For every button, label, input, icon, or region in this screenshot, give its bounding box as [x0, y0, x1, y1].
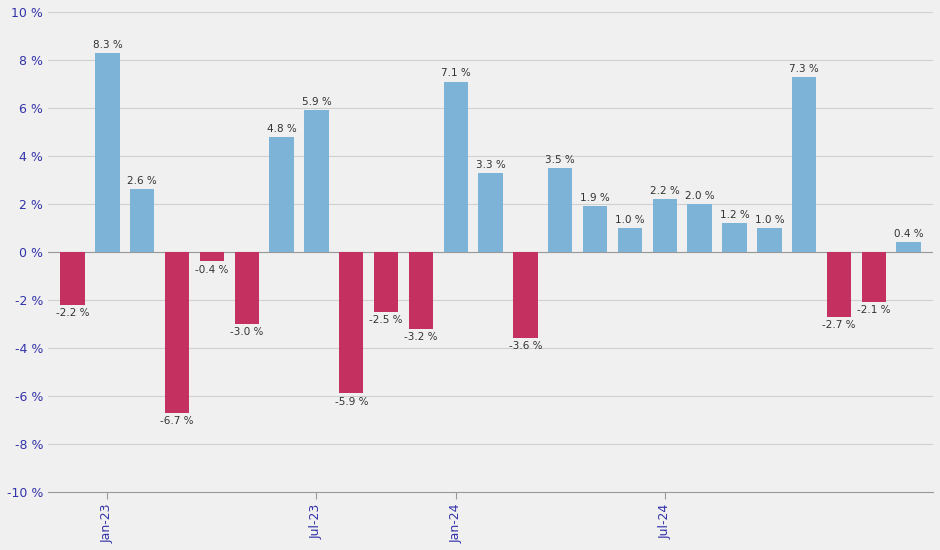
Text: 8.3 %: 8.3 % — [92, 40, 122, 49]
Text: -2.1 %: -2.1 % — [857, 305, 890, 315]
Text: 3.5 %: 3.5 % — [545, 155, 575, 165]
Bar — [164, 252, 189, 412]
Bar — [305, 111, 329, 252]
Text: -6.7 %: -6.7 % — [161, 416, 194, 426]
Bar — [862, 252, 886, 302]
Text: -0.4 %: -0.4 % — [196, 265, 228, 274]
Text: 4.8 %: 4.8 % — [267, 124, 296, 134]
Bar — [235, 252, 258, 324]
Bar — [757, 228, 781, 252]
Bar — [130, 189, 154, 252]
Bar — [374, 252, 399, 312]
Text: -2.2 %: -2.2 % — [55, 308, 89, 318]
Text: 1.0 %: 1.0 % — [755, 214, 784, 225]
Bar — [339, 252, 364, 393]
Bar — [513, 252, 538, 338]
Bar — [199, 252, 224, 261]
Bar — [687, 204, 712, 252]
Bar — [722, 223, 746, 252]
Bar — [478, 173, 503, 252]
Bar — [548, 168, 572, 252]
Text: -2.5 %: -2.5 % — [369, 315, 403, 325]
Text: 1.9 %: 1.9 % — [580, 193, 610, 203]
Bar — [827, 252, 852, 317]
Text: 2.2 %: 2.2 % — [650, 186, 680, 196]
Bar — [60, 252, 85, 305]
Text: -3.2 %: -3.2 % — [404, 332, 438, 342]
Bar — [444, 81, 468, 252]
Bar — [652, 199, 677, 252]
Text: -5.9 %: -5.9 % — [335, 397, 368, 406]
Bar — [792, 76, 816, 252]
Text: 7.1 %: 7.1 % — [441, 68, 471, 79]
Text: 1.0 %: 1.0 % — [615, 214, 645, 225]
Text: 3.3 %: 3.3 % — [476, 160, 506, 169]
Bar — [897, 242, 921, 252]
Bar — [270, 137, 294, 252]
Text: 0.4 %: 0.4 % — [894, 229, 923, 239]
Bar — [95, 53, 119, 252]
Text: 5.9 %: 5.9 % — [302, 97, 331, 107]
Bar — [618, 228, 642, 252]
Text: 7.3 %: 7.3 % — [790, 64, 819, 74]
Text: -3.0 %: -3.0 % — [230, 327, 263, 337]
Bar — [583, 206, 607, 252]
Bar — [409, 252, 433, 328]
Text: -3.6 %: -3.6 % — [509, 342, 542, 351]
Text: 2.6 %: 2.6 % — [127, 177, 157, 186]
Text: 1.2 %: 1.2 % — [720, 210, 749, 220]
Text: -2.7 %: -2.7 % — [822, 320, 855, 330]
Text: 2.0 %: 2.0 % — [685, 191, 714, 201]
